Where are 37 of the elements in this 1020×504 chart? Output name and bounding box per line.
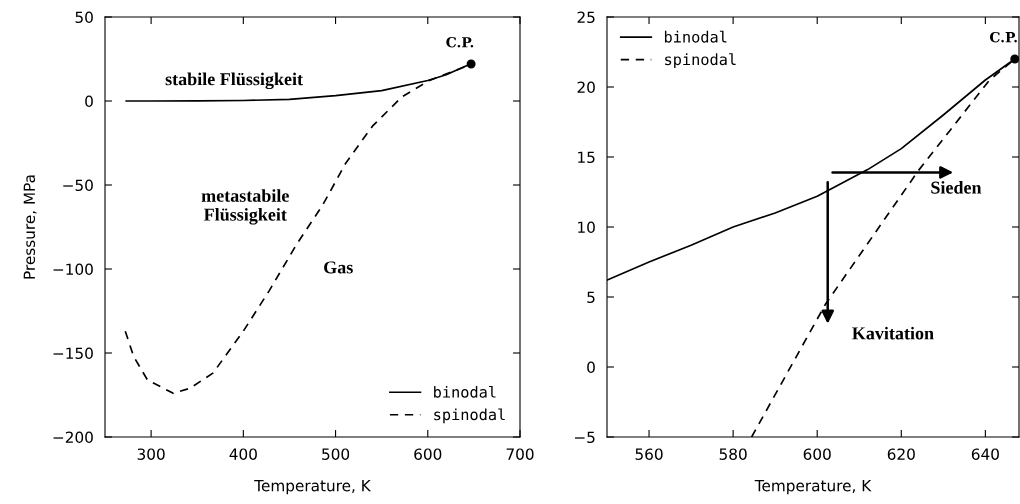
- y-axis-title: Pressure, MPa: [23, 175, 37, 279]
- annotation: C.P.: [989, 31, 1017, 43]
- legend-label: binodal: [664, 30, 727, 43]
- y-tick-label: 15: [578, 151, 595, 164]
- y-tick-label: −150: [53, 347, 93, 360]
- y-tick-label: 25: [577, 11, 595, 24]
- annotation: C.P.: [446, 36, 474, 48]
- x-tick-label: 500: [322, 448, 350, 460]
- y-tick-label: 5: [587, 291, 595, 304]
- annotation: metastabile Flüssigkeit: [201, 189, 289, 225]
- legend-label: binodal: [434, 385, 496, 398]
- y-tick-label: 0: [587, 361, 595, 374]
- x-axis-title: Temperature, K: [754, 480, 872, 495]
- y-tick-label: 10: [578, 221, 595, 234]
- x-tick-label: 580: [719, 448, 747, 460]
- y-tick-label: 0: [85, 95, 93, 108]
- y-tick-label: −5: [574, 431, 595, 444]
- x-tick-label: 640: [971, 448, 999, 460]
- annotation: Kavitation: [852, 326, 934, 340]
- x-tick-label: 620: [887, 448, 915, 460]
- annotation: stabile Flüssigkeit: [165, 72, 303, 90]
- x-tick-label: 600: [803, 448, 831, 460]
- x-tick-label: 300: [137, 448, 165, 460]
- x-tick-label: 600: [414, 448, 442, 460]
- x-tick-label: 560: [635, 448, 663, 460]
- y-tick-label: 20: [577, 81, 595, 94]
- y-tick-label: −200: [53, 431, 93, 444]
- legend-label: spinodal: [665, 53, 736, 69]
- y-tick-label: 50: [75, 11, 93, 24]
- y-tick-label: −100: [53, 263, 93, 276]
- x-axis-title: Temperature, K: [254, 480, 372, 495]
- legend-label: spinodal: [434, 408, 505, 424]
- x-tick-label: 400: [229, 448, 257, 460]
- x-tick-label: 700: [506, 448, 534, 460]
- annotation: Gas: [324, 261, 353, 274]
- y-tick-label: −50: [63, 179, 93, 192]
- annotation: Sieden: [931, 181, 982, 194]
